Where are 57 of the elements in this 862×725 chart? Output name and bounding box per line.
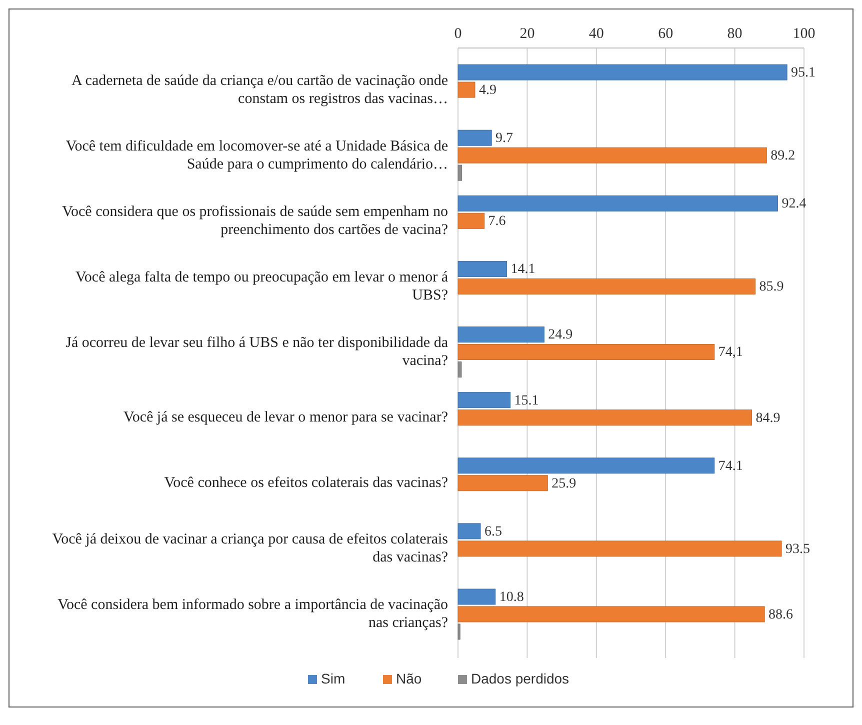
data-label: 89.2 (770, 148, 796, 164)
bar (458, 344, 715, 360)
data-label: 15.1 (514, 393, 539, 408)
y-tick-label: Você tem dificuldade em locomover-se até a Unidade Básica de Saúde para o cumprimento do calendário… (66, 138, 448, 173)
legend-label: Não (396, 670, 422, 687)
data-label: 9.7 (496, 131, 514, 146)
data-label: 25.9 (552, 476, 576, 492)
data-label: 10.8 (499, 590, 524, 605)
data-label: 93.5 (786, 542, 810, 557)
y-tick-label: Você considera que os profissionais de saúde sem empenham no preenchimento dos cartões de vacina? (62, 204, 448, 238)
bar (458, 260, 508, 277)
bar (458, 278, 756, 294)
legend-label: Dados perdidos (471, 670, 570, 687)
bar (458, 212, 485, 229)
legend-label: Sim (321, 670, 346, 687)
bar (458, 164, 462, 181)
data-label: 74.1 (718, 458, 743, 474)
bar (458, 410, 752, 426)
bar (458, 523, 481, 540)
bar (458, 64, 788, 80)
bar (458, 458, 715, 474)
y-tick-label: Você já deixou de vacinar a criança por causa de efeitos colaterais das vacinas? (52, 532, 448, 566)
bar (458, 540, 782, 557)
bar (458, 624, 460, 640)
bar (458, 392, 510, 408)
bar (458, 195, 778, 212)
data-label: 95.1 (791, 66, 816, 81)
data-label: 92.4 (782, 196, 806, 212)
x-tick-label: 60 (658, 26, 674, 42)
x-tick-label: 0 (454, 26, 462, 42)
data-label: 4.9 (478, 82, 496, 98)
bar (458, 147, 767, 164)
x-tick-label: 100 (792, 26, 816, 42)
x-tick-label: 80 (727, 26, 742, 42)
y-tick-label: Você alega falta de tempo ou preocupação em levar o menor á UBS? (76, 270, 448, 304)
bar (458, 82, 476, 98)
x-tick-label: 20 (520, 26, 535, 42)
bar (458, 361, 462, 378)
data-label: 14.1 (510, 262, 536, 278)
y-tick-label: Já ocorreu de levar seu filho á UBS e não ter disponibilidade da vacina? (66, 335, 448, 370)
data-label: 24.9 (548, 328, 573, 343)
y-tick-label: Você conhece os efeitos colaterais das vacinas? (164, 476, 448, 492)
y-tick-label: Você já se esqueceu de levar o menor para se vacinar? (123, 410, 448, 426)
data-label: 7.6 (488, 214, 506, 230)
data-label: 85.9 (759, 280, 784, 295)
y-tick-label: A caderneta de saúde da criança e/ou cartão de vacinação onde constam os registros das vacinas… (72, 73, 448, 108)
bar (458, 606, 765, 622)
data-label: 84.9 (756, 410, 780, 426)
y-tick-label: Você considera bem informado sobre a importância de vacinação nas crianças? (58, 598, 448, 632)
x-tick-label: 40 (588, 26, 604, 42)
bar (458, 475, 548, 492)
data-label: 88.6 (768, 607, 794, 622)
data-label: 6.5 (484, 524, 502, 540)
data-label: 74,1 (718, 345, 743, 360)
bar (458, 326, 544, 343)
bar (458, 588, 496, 605)
bar (458, 130, 492, 146)
